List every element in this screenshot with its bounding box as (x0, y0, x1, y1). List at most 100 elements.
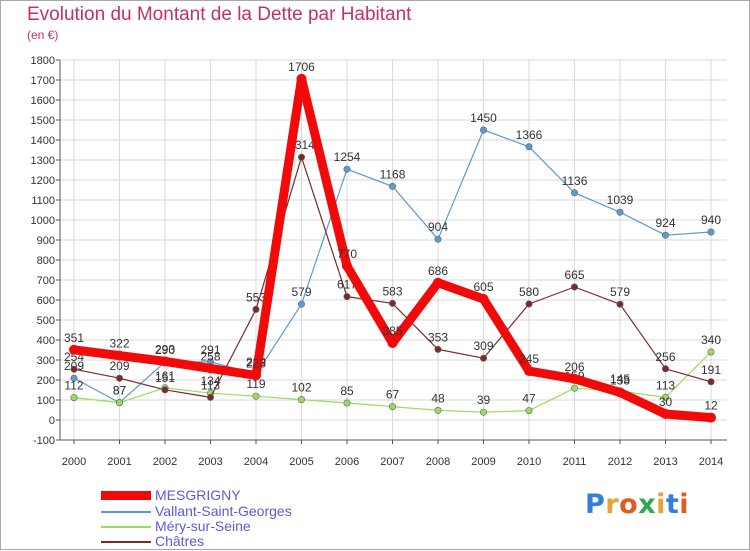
y-tick-label-1000: 1000 (31, 215, 55, 227)
point-vallant-saint-georges-2011 (570, 189, 578, 197)
point-mery-sur-seine-2009 (479, 408, 487, 416)
point-mesgrigny-2009 (478, 294, 489, 304)
data-label-vallant-saint-georges-2011: 1136 (562, 174, 588, 188)
point-mesgrigny-2005 (296, 73, 307, 84)
y-tick-label-900: 900 (37, 235, 55, 247)
y-tick-label-100: 100 (37, 395, 55, 407)
plot-area (60, 60, 727, 440)
point-mery-sur-seine-2005 (297, 396, 305, 404)
point-mesgrigny-2008 (433, 277, 443, 288)
y-tick-label-1800: 1800 (31, 55, 55, 67)
data-label-mery-sur-seine-2006: 85 (340, 384, 354, 398)
data-label-chatres-2008: 353 (428, 330, 448, 344)
point-vallant-saint-georges-2006 (343, 165, 351, 173)
data-label-mesgrigny-2007: 385 (382, 324, 402, 338)
x-tick-label-2008: 2008 (426, 456, 450, 468)
data-label-chatres-2014: 191 (701, 363, 721, 377)
x-tick-label-2014: 2014 (699, 456, 723, 468)
y-tick-label-1400: 1400 (31, 135, 55, 147)
data-label-mery-sur-seine-2001: 87 (113, 384, 127, 398)
y-tick-label-1100: 1100 (31, 195, 55, 207)
point-mery-sur-seine-2013 (661, 393, 669, 401)
y-tick-label-1500: 1500 (31, 115, 55, 127)
point-chatres-2002 (161, 386, 169, 394)
point-vallant-saint-georges-2014 (707, 228, 715, 236)
point-chatres-2000 (70, 365, 78, 373)
data-label-mery-sur-seine-2014: 340 (701, 333, 721, 347)
point-chatres-2003 (207, 393, 215, 401)
x-tick-label-2012: 2012 (608, 456, 632, 468)
point-chatres-2007 (388, 299, 396, 307)
proxiti-logo: Proxiti (585, 489, 689, 520)
data-label-mery-sur-seine-2004: 119 (246, 377, 265, 391)
data-label-mesgrigny-2008: 686 (428, 264, 448, 278)
data-label-chatres-2001: 209 (109, 359, 129, 373)
point-chatres-2001 (116, 374, 124, 382)
x-tick-label-2009: 2009 (471, 456, 495, 468)
data-label-vallant-saint-georges-2014: 940 (701, 213, 721, 227)
x-tick-label-2007: 2007 (380, 456, 404, 468)
data-label-mery-sur-seine-2010: 47 (522, 392, 536, 406)
y-tick-label-1300: 1300 (31, 155, 55, 167)
y-tick-label-500: 500 (37, 315, 55, 327)
point-mesgrigny-2000 (69, 344, 79, 355)
data-label-chatres-2007: 583 (382, 284, 402, 298)
legend-label-mery-sur-seine: Méry-sur-Seine (155, 518, 251, 534)
legend-label-mesgrigny: MESGRIGNY (155, 487, 241, 503)
data-label-vallant-saint-georges-2006: 1254 (334, 150, 361, 164)
logo-letter: x (638, 489, 657, 520)
data-label-mesgrigny-2003: 258 (200, 349, 220, 363)
data-label-mesgrigny-2010: 245 (519, 352, 539, 366)
point-chatres-2011 (570, 283, 578, 291)
y-tick-label-200: 200 (37, 375, 55, 387)
data-label-mery-sur-seine-2005: 102 (291, 381, 311, 395)
point-vallant-saint-georges-2013 (661, 231, 669, 239)
x-tick-label-2013: 2013 (653, 456, 677, 468)
point-mesgrigny-2007 (387, 338, 398, 348)
data-label-mery-sur-seine-2003: 134 (200, 374, 220, 388)
data-label-vallant-saint-georges-2003: 291 (200, 343, 220, 357)
legend-swatch-mery-sur-seine (101, 526, 151, 528)
point-vallant-saint-georges-2007 (388, 182, 396, 190)
x-tick-label-2001: 2001 (107, 456, 131, 468)
data-label-mesgrigny-2005: 1706 (288, 60, 315, 74)
data-label-mesgrigny-2006: 770 (337, 247, 357, 261)
point-chatres-2006 (343, 293, 351, 301)
logo-letter: r (605, 489, 620, 520)
logo-letter: t (665, 489, 680, 520)
data-label-mery-sur-seine-2000: 112 (64, 379, 83, 393)
x-tick-label-2000: 2000 (62, 456, 86, 468)
legend-label-chatres: Châtres (155, 533, 205, 549)
data-label-chatres-2011: 665 (564, 268, 584, 282)
logo-letter: o (619, 489, 639, 520)
y-tick-label-1700: 1700 (31, 75, 55, 87)
data-label-vallant-saint-georges-2008: 904 (428, 220, 448, 234)
data-label-chatres-2010: 580 (519, 285, 539, 299)
point-mesgrigny-2010 (524, 366, 534, 376)
data-label-chatres-2012: 579 (610, 285, 630, 299)
chart-title: Evolution du Montant de la Dette par Hab… (27, 4, 412, 25)
point-mery-sur-seine-2000 (70, 394, 78, 402)
data-label-vallant-saint-georges-2012: 1039 (607, 193, 634, 207)
point-mery-sur-seine-2014 (707, 348, 715, 356)
logo-letter: i (679, 489, 690, 520)
data-label-mesgrigny-2013: 30 (659, 395, 673, 409)
logo-letter: i (656, 489, 666, 520)
point-mery-sur-seine-2006 (343, 399, 351, 407)
point-chatres-2005 (297, 153, 305, 161)
x-tick-label-2011: 2011 (563, 456, 587, 468)
point-chatres-2009 (479, 354, 487, 362)
data-label-mesgrigny-2014: 12 (704, 399, 718, 413)
point-mesgrigny-2011 (569, 373, 580, 384)
data-label-vallant-saint-georges-2010: 1366 (516, 128, 543, 142)
data-label-vallant-saint-georges-2005: 579 (291, 285, 311, 299)
x-tick-label-2006: 2006 (335, 456, 359, 468)
point-mery-sur-seine-2007 (388, 403, 396, 411)
x-tick-label-2004: 2004 (244, 456, 268, 468)
data-label-mesgrigny-2012: 138 (610, 373, 630, 387)
logo-letter: P (585, 489, 606, 520)
data-label-vallant-saint-georges-2009: 1450 (470, 111, 497, 125)
point-chatres-2014 (707, 378, 715, 386)
x-tick-label-2010: 2010 (517, 456, 541, 468)
